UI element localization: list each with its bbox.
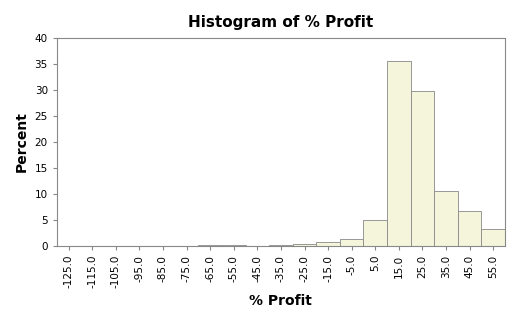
Bar bbox=[411, 91, 434, 246]
Bar bbox=[458, 211, 482, 246]
Bar bbox=[293, 245, 316, 246]
X-axis label: % Profit: % Profit bbox=[250, 294, 313, 308]
Title: Histogram of % Profit: Histogram of % Profit bbox=[188, 15, 373, 30]
Bar bbox=[340, 239, 363, 246]
Bar bbox=[363, 221, 387, 246]
Bar bbox=[198, 245, 222, 246]
Bar bbox=[482, 229, 505, 246]
Bar bbox=[387, 61, 411, 246]
Bar bbox=[316, 242, 340, 246]
Bar bbox=[269, 245, 293, 246]
Bar bbox=[434, 191, 458, 246]
Bar bbox=[505, 241, 520, 246]
Y-axis label: Percent: Percent bbox=[15, 111, 29, 172]
Bar bbox=[222, 245, 245, 246]
